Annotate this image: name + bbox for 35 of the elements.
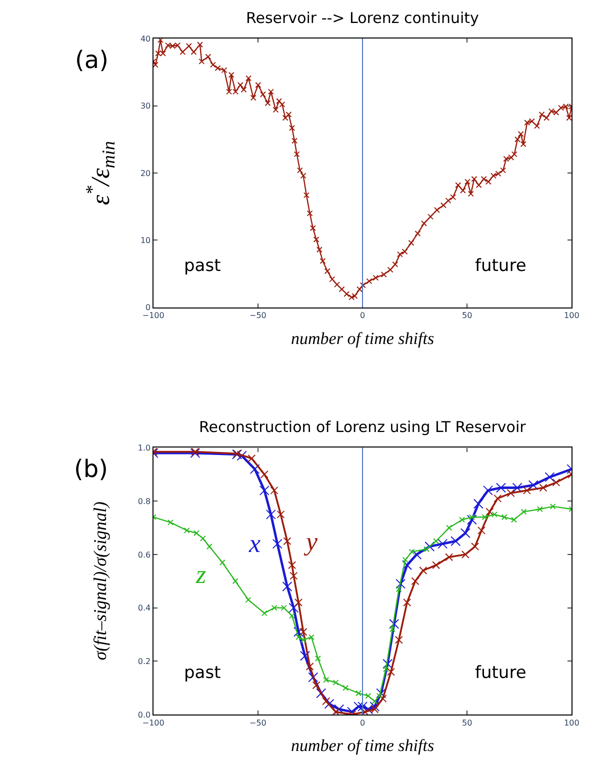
y-tick-label: 0.8	[138, 496, 151, 506]
series-label: y	[303, 527, 318, 556]
x-tick-label: −50	[249, 311, 266, 320]
y-tick-label: 1.0	[138, 444, 151, 453]
series-label: x	[248, 529, 261, 558]
y-tick-label: 30	[140, 102, 151, 111]
x-tick-label: 0	[360, 718, 366, 728]
y-tick-label: 0.4	[138, 604, 151, 613]
series-label: z	[195, 560, 206, 589]
chart-title: Reservoir --> Lorenz continuity	[246, 9, 480, 27]
y-tick-label: 40	[140, 34, 151, 44]
chart-title: Reconstruction of Lorenz using LT Reservoir	[199, 418, 527, 436]
text: (a)	[75, 46, 108, 74]
y-axis-title: σ(fit–signal)/σ(signal)	[90, 501, 110, 660]
y-tick-label: 0.0	[138, 710, 151, 720]
x-tick-label: 0	[360, 311, 366, 320]
y-tick-label: 0	[146, 303, 151, 312]
annotation: future	[475, 256, 526, 276]
y-tick-label: 0.6	[138, 550, 151, 560]
annotation: past	[184, 663, 222, 683]
y-tick-label: 0.2	[138, 657, 151, 666]
x-tick-label: −50	[249, 718, 266, 728]
x-tick-label: 50	[462, 311, 472, 320]
annotation: future	[475, 663, 526, 683]
x-axis-title: number of time shifts	[291, 329, 434, 348]
y-tick-label: 20	[140, 168, 151, 178]
x-tick-label: −100	[142, 311, 164, 320]
y-tick-label: 10	[140, 236, 151, 245]
text: (b)	[74, 455, 108, 483]
annotation: past	[184, 256, 222, 276]
x-tick-label: 100	[564, 311, 580, 320]
x-axis-title: number of time shifts	[291, 736, 434, 755]
x-tick-label: 100	[564, 718, 580, 728]
x-tick-label: 50	[462, 718, 472, 728]
x-tick-label: −100	[142, 718, 164, 728]
